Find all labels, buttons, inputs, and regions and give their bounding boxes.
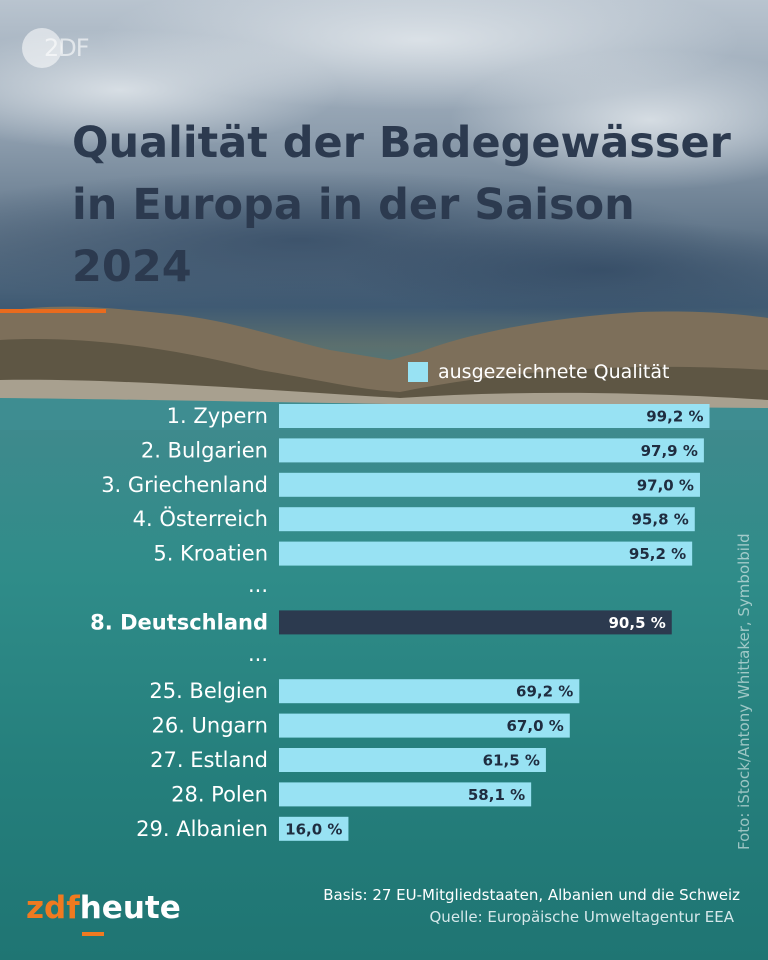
photo-credit: Foto: iStock/Antony Whittaker, Symbolbil… <box>735 533 753 850</box>
value-label: 97,9 % <box>641 442 698 460</box>
value-label: 99,2 % <box>646 408 703 426</box>
legend: ausgezeichnete Qualität <box>408 360 669 384</box>
ellipsis-separator: ... <box>248 573 268 597</box>
bar <box>279 438 704 463</box>
value-label: 95,2 % <box>629 545 686 563</box>
bar <box>279 472 700 497</box>
category-label: 25. Belgien <box>149 679 268 703</box>
bar <box>279 713 570 738</box>
category-label: 2. Bulgarien <box>141 438 268 462</box>
brand-heute: heute <box>79 890 181 926</box>
cloud-background <box>0 0 768 320</box>
value-label: 69,2 % <box>516 683 573 701</box>
bar <box>279 404 710 428</box>
basis-note: Basis: 27 EU-Mitgliedstaaten, Albanien u… <box>323 886 740 904</box>
value-label: 16,0 % <box>285 820 342 838</box>
bar <box>279 748 546 772</box>
title-accent-line <box>0 309 106 313</box>
bar <box>279 679 580 704</box>
value-label: 61,5 % <box>483 752 540 770</box>
bar <box>279 610 672 635</box>
category-label: 4. Österreich <box>133 506 268 531</box>
category-label: 1. Zypern <box>167 404 268 428</box>
category-label: 3. Griechenland <box>101 473 268 497</box>
bar <box>279 782 532 807</box>
category-label: 29. Albanien <box>136 817 268 841</box>
brand-underline <box>82 932 104 936</box>
category-label: 28. Polen <box>171 782 268 806</box>
value-label: 90,5 % <box>609 614 666 632</box>
category-label: 5. Kroatien <box>153 542 268 566</box>
category-label: 26. Ungarn <box>151 714 268 738</box>
legend-swatch <box>408 362 428 382</box>
chart-title: Qualität der Badegewässer in Europa in d… <box>72 118 731 292</box>
zdfheute-logo: zdfheute <box>26 890 181 926</box>
value-label: 97,0 % <box>637 476 694 494</box>
legend-label: ausgezeichnete Qualität <box>438 361 670 383</box>
category-label: 8. Deutschland <box>90 610 268 634</box>
brand-zdf: zdf <box>26 890 80 926</box>
value-label: 58,1 % <box>468 786 525 804</box>
source-note: Quelle: Europäische Umweltagentur EEA <box>429 908 735 926</box>
bar <box>279 816 349 841</box>
zdf-logo-watermark <box>22 28 62 68</box>
category-label: 27. Estland <box>150 748 268 772</box>
bar <box>279 507 695 532</box>
bar <box>279 541 693 566</box>
ellipsis-separator: ... <box>248 642 268 666</box>
zdf-watermark-text: 2DF <box>44 34 90 62</box>
value-label: 67,0 % <box>507 717 564 735</box>
value-label: 95,8 % <box>632 511 689 529</box>
